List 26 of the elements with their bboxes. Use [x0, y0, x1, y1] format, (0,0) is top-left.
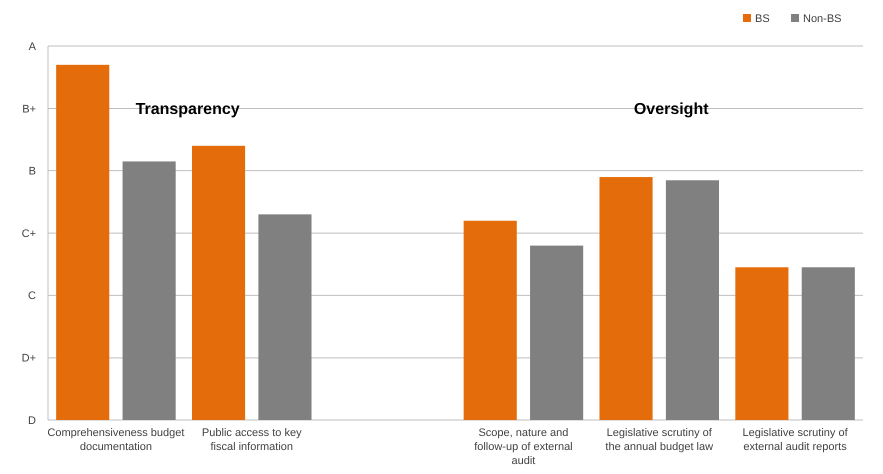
ref-line-label: D — [28, 414, 36, 427]
ref-line-label: B — [28, 166, 36, 178]
bar — [258, 214, 312, 420]
ref-line-label: B+ — [22, 103, 36, 116]
annotation: Transparency — [136, 101, 240, 118]
x-tick-label: Legislative scrutiny of external audit reports — [742, 427, 849, 453]
bar — [666, 180, 720, 420]
bar — [464, 220, 517, 420]
x-tick-label: Public access to key fiscal information — [202, 427, 302, 453]
annotation: Oversight — [634, 101, 710, 118]
bar — [56, 64, 110, 420]
bar — [599, 177, 653, 420]
x-tick-label: Scope, nature and follow-up of external audit — [474, 427, 573, 467]
ref-line-label: A — [28, 40, 37, 53]
x-tick-label: Legislative scrutiny of the annual budget law — [605, 427, 714, 453]
bar — [122, 161, 176, 420]
ref-line-label: C+ — [22, 228, 36, 240]
bar — [802, 267, 855, 420]
x-tick-label: Comprehensiveness budget documentation — [47, 427, 184, 453]
ref-line-label: C — [28, 290, 36, 302]
bar — [530, 246, 584, 420]
bar — [735, 267, 788, 420]
ref-line-label: D+ — [22, 352, 36, 365]
legend-label: Non-BS — [803, 13, 842, 25]
bar — [192, 146, 246, 420]
legend-label: BS — [755, 13, 770, 25]
